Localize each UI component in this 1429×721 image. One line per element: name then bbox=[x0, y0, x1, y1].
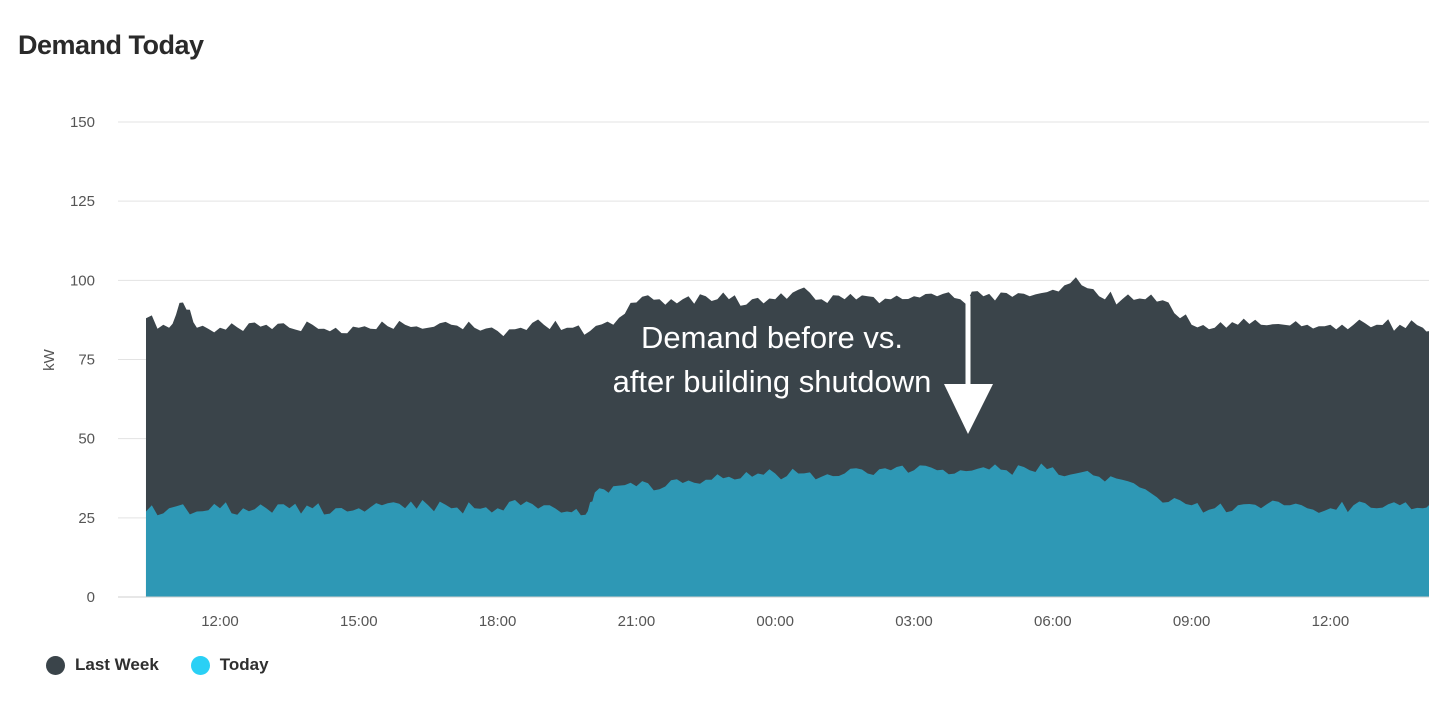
x-tick-label: 15:00 bbox=[340, 613, 378, 630]
x-tick-label: 21:00 bbox=[618, 613, 656, 630]
y-tick-label: 50 bbox=[78, 431, 95, 448]
legend-item-today[interactable]: Today bbox=[190, 655, 269, 675]
x-tick-label: 03:00 bbox=[895, 613, 933, 630]
area-series-today bbox=[145, 463, 1429, 597]
legend-item-last-week[interactable]: Last Week bbox=[46, 655, 159, 675]
legend-dot-last-week bbox=[46, 655, 65, 675]
x-tick-label: 06:00 bbox=[1034, 613, 1072, 630]
annotation-text: Demand before vs. after building shutdow… bbox=[612, 320, 932, 399]
legend-label-today: Today bbox=[219, 655, 269, 674]
y-tick-label: 25 bbox=[78, 510, 95, 527]
chart-areas bbox=[118, 277, 1429, 598]
x-axis: 12:00 15:00 18:00 21:00 00:00 03:00 06:00 09:00… bbox=[201, 613, 1349, 630]
y-tick-label: 125 bbox=[70, 193, 95, 210]
arrow-head bbox=[944, 384, 993, 434]
y-tick-label: 75 bbox=[78, 352, 95, 369]
x-tick-label: 09:00 bbox=[1173, 613, 1211, 630]
legend-dot-today bbox=[190, 655, 210, 675]
annotation-arrow bbox=[944, 296, 993, 434]
x-tick-label: 18:00 bbox=[479, 613, 517, 630]
x-tick-label: 12:00 bbox=[201, 613, 239, 630]
y-tick-label: 100 bbox=[70, 272, 95, 289]
y-axis-label: kW bbox=[41, 348, 58, 371]
legend-label-last-week: Last Week bbox=[75, 655, 159, 674]
x-tick-label: 00:00 bbox=[756, 613, 794, 630]
chart-title: Demand Today bbox=[18, 30, 204, 60]
x-tick-label: 12:00 bbox=[1312, 613, 1350, 630]
legend: Last Week Today bbox=[46, 655, 269, 675]
y-axis: 0 25 50 75 100 125 150 bbox=[70, 114, 95, 606]
y-tick-label: 0 bbox=[87, 589, 95, 606]
y-tick-label: 150 bbox=[70, 114, 95, 131]
